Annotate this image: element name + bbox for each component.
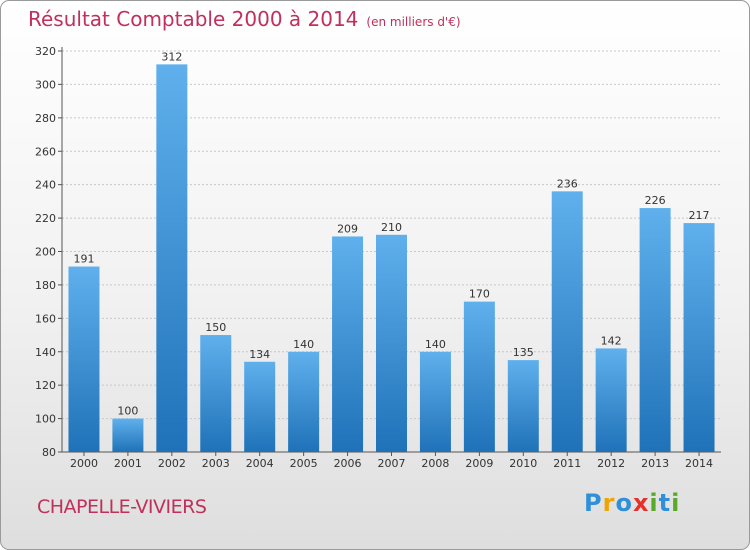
x-tick-label-2004: 2004 [246, 457, 274, 470]
y-tick-label: 100 [35, 413, 56, 426]
x-tick-label-2012: 2012 [597, 457, 625, 470]
logo-letter: t [658, 489, 672, 517]
y-tick-label: 280 [35, 112, 56, 125]
bar-2001[interactable] [112, 418, 144, 452]
logo-letter: i [649, 489, 659, 517]
bar-2009[interactable] [463, 301, 495, 452]
bar-2010[interactable] [507, 360, 539, 452]
y-tick-label: 240 [35, 179, 56, 192]
y-tick-label: 80 [42, 446, 56, 459]
x-tick-label-2005: 2005 [290, 457, 318, 470]
bar-2008[interactable] [419, 351, 451, 452]
bar-2000[interactable] [68, 266, 100, 452]
x-tick-label-2010: 2010 [509, 457, 537, 470]
logo-letter: r [602, 489, 616, 517]
value-label-2011: 236 [557, 177, 578, 190]
x-tick-label-2009: 2009 [465, 457, 493, 470]
x-tick-label-2002: 2002 [158, 457, 186, 470]
value-label-2012: 142 [601, 334, 622, 347]
y-tick-label: 200 [35, 246, 56, 259]
chart-title: Résultat Comptable 2000 à 2014 (en millie… [28, 7, 461, 31]
bar-2005[interactable] [288, 351, 320, 452]
bar-2006[interactable] [332, 236, 364, 452]
value-label-2006: 209 [337, 222, 358, 235]
value-label-2000: 191 [73, 253, 94, 266]
place-name: CHAPELLE-VIVIERS [37, 496, 207, 518]
y-tick-label: 120 [35, 379, 56, 392]
x-tick-label-2014: 2014 [685, 457, 713, 470]
x-tick-label-2000: 2000 [70, 457, 98, 470]
value-label-2007: 210 [381, 221, 402, 234]
value-label-2013: 226 [645, 194, 666, 207]
y-tick-label: 140 [35, 346, 56, 359]
chart-title-text: Résultat Comptable 2000 à 2014 [28, 7, 359, 31]
value-label-2003: 150 [205, 321, 226, 334]
chart-subtitle: (en milliers d'€) [366, 15, 461, 29]
y-tick-label: 300 [35, 78, 56, 91]
bar-2003[interactable] [200, 335, 232, 452]
bar-2013[interactable] [639, 208, 671, 452]
x-tick-label-2011: 2011 [553, 457, 581, 470]
value-label-2010: 135 [513, 346, 534, 359]
x-tick-label-2007: 2007 [378, 457, 406, 470]
value-label-2014: 217 [689, 209, 710, 222]
y-tick-label: 220 [35, 212, 56, 225]
value-label-2008: 140 [425, 338, 446, 351]
labels: 191 100 312 150 134 140 209 210 140 170 135 236 142 2… [73, 50, 709, 417]
value-label-2005: 140 [293, 338, 314, 351]
value-label-2009: 170 [469, 288, 490, 301]
y-tick-label: 260 [35, 145, 56, 158]
y-tick-label: 320 [35, 45, 56, 58]
value-label-2002: 312 [161, 50, 182, 63]
x-tick-label-2003: 2003 [202, 457, 230, 470]
logo-letter: i [671, 489, 681, 517]
proxiti-logo[interactable]: Proxiti [584, 489, 680, 517]
y-tick-label: 160 [35, 312, 56, 325]
bar-2012[interactable] [595, 348, 627, 452]
value-label-2001: 100 [117, 405, 138, 418]
logo-letter: o [615, 489, 633, 517]
bar-2007[interactable] [376, 234, 407, 452]
bars [68, 64, 715, 452]
bar-2004[interactable] [244, 361, 276, 452]
x-tick-label-2001: 2001 [114, 457, 142, 470]
x-tick-label-2006: 2006 [334, 457, 362, 470]
bar-2002[interactable] [156, 64, 188, 452]
x-tick-label-2008: 2008 [421, 457, 449, 470]
axes: 80 100 120 140 160 180 200 220 240 260 280 300 320 20… [35, 45, 721, 470]
value-label-2004: 134 [249, 348, 270, 361]
logo-letter: x [632, 489, 650, 517]
bar-2014[interactable] [683, 223, 715, 452]
y-tick-label: 180 [35, 279, 56, 292]
bar-2011[interactable] [551, 191, 583, 452]
x-tick-label-2013: 2013 [641, 457, 669, 470]
logo-letter: P [584, 489, 603, 517]
